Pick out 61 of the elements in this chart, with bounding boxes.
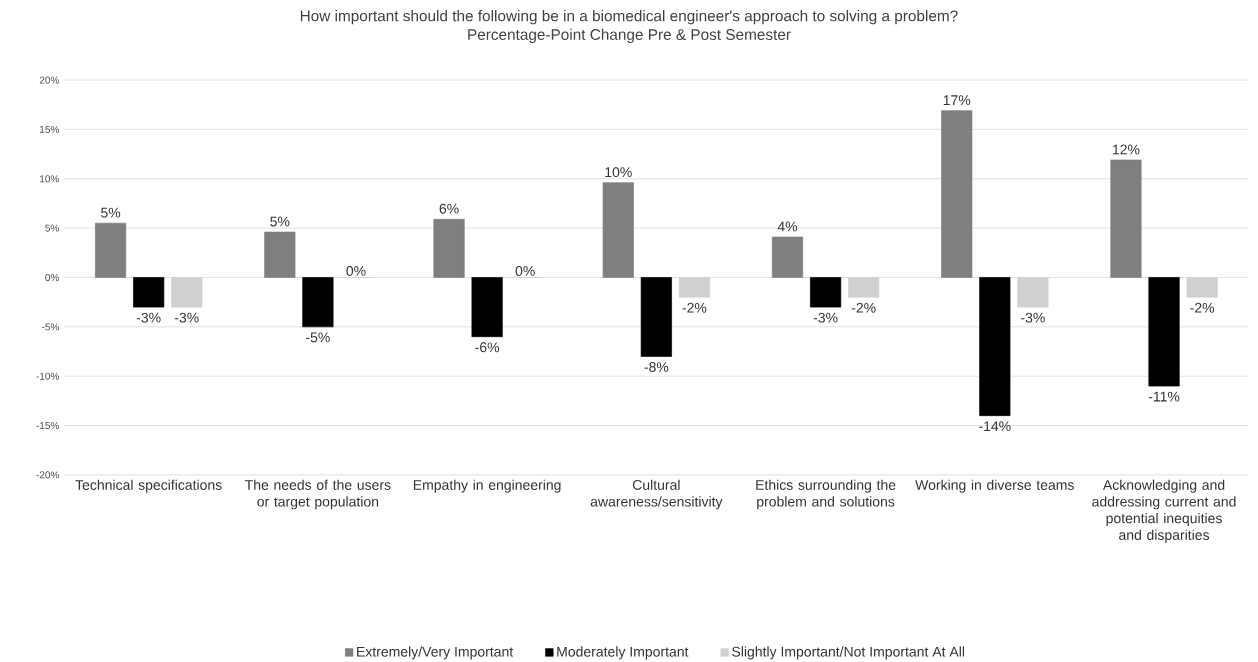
data-label: 5%	[270, 216, 290, 227]
data-label: -3%	[1021, 312, 1045, 323]
bar	[1017, 277, 1049, 308]
y-tick-label: 20%	[39, 76, 59, 84]
bar	[640, 277, 672, 357]
data-label: 0%	[346, 266, 366, 277]
x-tick-label: Technical specifications	[75, 479, 222, 493]
legend-label: Slightly Important/Not Important At All	[732, 646, 965, 660]
data-label: -2%	[682, 302, 707, 313]
x-tick-label: The needs of the users or target population	[245, 479, 391, 510]
legend-label: Moderately Important	[557, 646, 689, 660]
y-tick-label: 10%	[40, 175, 59, 183]
data-label: -3%	[136, 312, 161, 323]
data-label: 0%	[515, 266, 535, 277]
x-tick-label: Working in diverse teams	[915, 479, 1074, 493]
data-label: -11%	[1148, 391, 1180, 402]
bar	[810, 277, 842, 308]
legend-label: Extremely/Very Important	[357, 646, 514, 660]
bar	[302, 277, 334, 328]
data-label: -5%	[306, 332, 330, 343]
chart-title: How important should the following be in a biomedical engineer's approach to solving a problem?	[300, 10, 958, 25]
chart-subtitle: Percentage-Point Change Pre & Post Semester	[468, 28, 791, 44]
x-tick-label: Empathy in engineering	[413, 479, 561, 493]
bar	[95, 223, 127, 278]
data-label: -3%	[174, 312, 199, 323]
data-label: -14%	[979, 421, 1011, 432]
data-label: 12%	[1113, 144, 1140, 155]
bar	[1186, 277, 1218, 298]
bar	[771, 236, 804, 278]
bar	[941, 110, 973, 278]
x-tick-label: Acknowledging and addressing current and potential inequities and disparities	[1092, 479, 1236, 543]
y-tick-label: -20%	[36, 471, 59, 479]
bar	[848, 277, 880, 298]
data-label: 17%	[943, 95, 971, 106]
data-label: 4%	[777, 221, 798, 232]
bar	[133, 277, 165, 308]
bar	[171, 277, 203, 308]
bar	[433, 219, 465, 278]
bar	[678, 277, 710, 298]
y-tick-label: 0%	[45, 274, 59, 282]
bar	[602, 182, 634, 278]
data-label: -6%	[475, 342, 500, 353]
y-tick-label: 5%	[45, 224, 59, 232]
data-label: 10%	[605, 167, 632, 178]
y-tick-label: 15%	[40, 126, 59, 134]
y-tick-label: -5%	[41, 323, 59, 331]
y-tick-label: -10%	[36, 372, 59, 380]
bar	[264, 231, 296, 278]
bar	[1148, 277, 1180, 387]
bar	[471, 277, 503, 338]
data-label: -2%	[1190, 302, 1215, 313]
x-tick-label: Cultural awareness/sensitivity	[590, 479, 723, 510]
data-label: -8%	[644, 362, 669, 373]
data-label: -2%	[851, 302, 876, 313]
y-tick-label: -15%	[36, 422, 59, 430]
data-label: 5%	[101, 207, 121, 218]
x-tick-label: Ethics surrounding the problem and solutions	[756, 479, 896, 510]
bar	[979, 277, 1011, 417]
data-label: 6%	[439, 203, 459, 214]
bar	[1110, 159, 1142, 278]
data-label: -3%	[813, 312, 838, 323]
